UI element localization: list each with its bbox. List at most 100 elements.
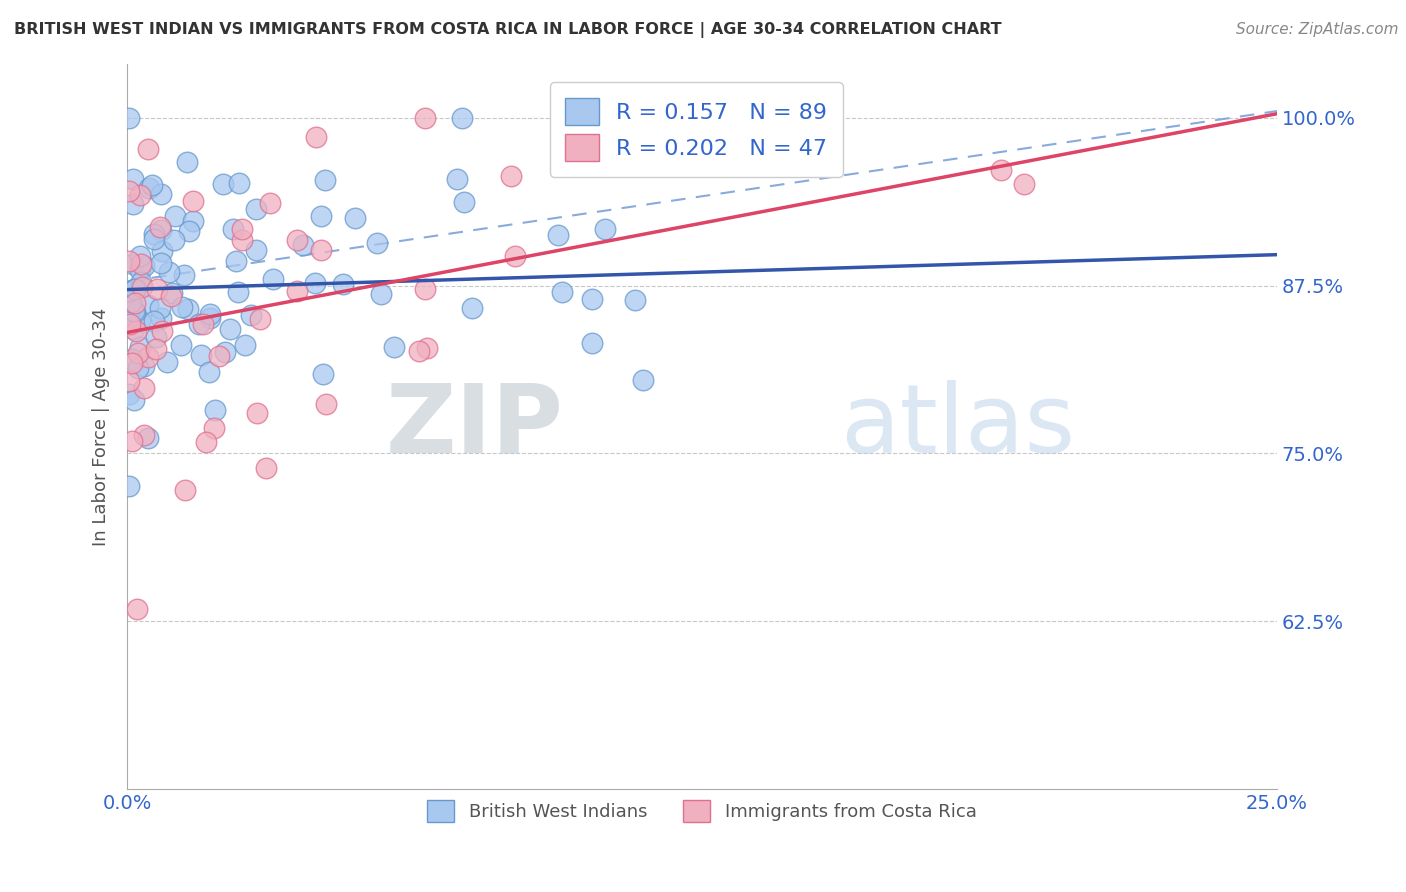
Point	[413, 283, 436, 297]
Point	[132, 427, 155, 442]
Point	[124, 282, 146, 296]
Point	[138, 431, 160, 445]
Point	[118, 284, 141, 298]
Text: BRITISH WEST INDIAN VS IMMIGRANTS FROM COSTA RICA IN LABOR FORCE | AGE 30-34 COR: BRITISH WEST INDIAN VS IMMIGRANTS FROM C…	[14, 22, 1001, 38]
Point	[129, 257, 152, 271]
Point	[262, 272, 284, 286]
Point	[304, 276, 326, 290]
Point	[285, 284, 308, 298]
Point	[551, 285, 574, 299]
Point	[150, 244, 173, 259]
Point	[214, 344, 236, 359]
Point	[198, 311, 221, 326]
Point	[595, 222, 617, 236]
Point	[461, 301, 484, 315]
Point	[503, 248, 526, 262]
Point	[246, 406, 269, 420]
Point	[121, 355, 143, 369]
Point	[128, 263, 150, 277]
Point	[118, 111, 141, 125]
Point	[312, 367, 335, 381]
Point	[309, 244, 332, 258]
Point	[187, 317, 209, 331]
Point	[132, 381, 155, 395]
Point	[624, 293, 647, 308]
Point	[631, 373, 654, 387]
Point	[129, 249, 152, 263]
Point	[309, 209, 332, 223]
Point	[547, 228, 569, 243]
Point	[129, 340, 152, 354]
Point	[305, 129, 328, 144]
Point	[292, 237, 315, 252]
Point	[136, 350, 159, 364]
Point	[118, 387, 141, 401]
Point	[149, 256, 172, 270]
Point	[121, 434, 143, 448]
Point	[212, 178, 235, 192]
Point	[149, 223, 172, 237]
Point	[198, 365, 221, 379]
Point	[173, 268, 195, 282]
Text: ZIP: ZIP	[387, 380, 564, 473]
Point	[233, 338, 256, 352]
Point	[118, 185, 141, 199]
Point	[118, 310, 141, 324]
Text: atlas: atlas	[839, 380, 1076, 473]
Point	[162, 285, 184, 300]
Point	[150, 324, 173, 338]
Point	[143, 227, 166, 241]
Point	[231, 222, 253, 236]
Point	[228, 177, 250, 191]
Point	[174, 483, 197, 497]
Point	[121, 197, 143, 211]
Point	[125, 281, 148, 295]
Point	[190, 348, 212, 362]
Point	[149, 220, 172, 235]
Point	[231, 233, 253, 247]
Point	[170, 338, 193, 352]
Point	[450, 111, 472, 125]
Point	[163, 233, 186, 247]
Point	[285, 233, 308, 247]
Point	[118, 478, 141, 492]
Point	[159, 288, 181, 302]
Point	[127, 346, 149, 360]
Point	[122, 304, 145, 318]
Point	[122, 172, 145, 186]
Point	[314, 173, 336, 187]
Point	[408, 343, 430, 358]
Point	[1012, 178, 1035, 192]
Point	[240, 308, 263, 322]
Point	[222, 222, 245, 236]
Point	[370, 286, 392, 301]
Point	[121, 352, 143, 367]
Y-axis label: In Labor Force | Age 30-34: In Labor Force | Age 30-34	[93, 307, 110, 546]
Point	[149, 301, 172, 315]
Point	[170, 300, 193, 314]
Point	[150, 187, 173, 202]
Point	[141, 178, 163, 193]
Point	[138, 142, 160, 156]
Point	[177, 301, 200, 316]
Point	[453, 195, 475, 210]
Point	[416, 341, 439, 355]
Point	[446, 172, 468, 186]
Point	[343, 211, 366, 226]
Point	[138, 180, 160, 194]
Legend: British West Indians, Immigrants from Costa Rica: British West Indians, Immigrants from Co…	[418, 790, 986, 830]
Point	[181, 214, 204, 228]
Point	[176, 154, 198, 169]
Point	[127, 602, 149, 616]
Point	[179, 224, 201, 238]
Point	[118, 253, 141, 268]
Point	[202, 421, 225, 435]
Point	[143, 314, 166, 328]
Point	[129, 187, 152, 202]
Point	[191, 318, 214, 332]
Point	[254, 461, 277, 475]
Point	[145, 342, 167, 356]
Point	[198, 307, 221, 321]
Point	[149, 310, 172, 325]
Point	[194, 434, 217, 449]
